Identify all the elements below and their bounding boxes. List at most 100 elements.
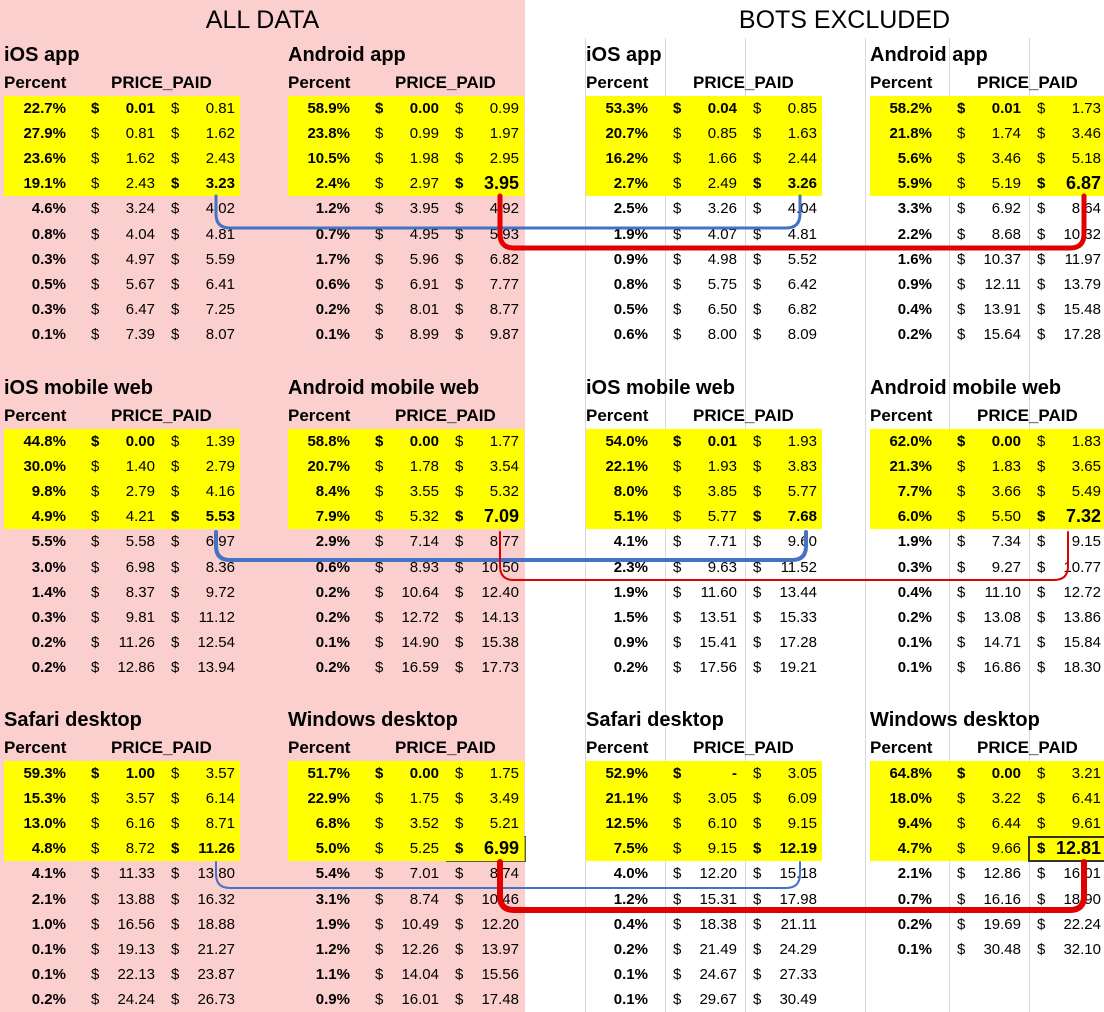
percent-cell[interactable]: 4.7% xyxy=(897,840,932,858)
percent-cell[interactable]: 1.2% xyxy=(315,940,350,958)
price-high-cell[interactable]: 3.57 xyxy=(205,765,235,782)
percent-cell[interactable]: 0.8% xyxy=(31,225,66,243)
price-low-cell[interactable]: 4.95 xyxy=(409,225,439,243)
price-low-cell[interactable]: 1.00 xyxy=(125,765,155,782)
percent-cell[interactable]: 1.1% xyxy=(315,965,350,983)
price-low-cell[interactable]: 9.27 xyxy=(991,558,1021,576)
percent-cell[interactable]: 64.8% xyxy=(889,765,932,782)
price-high-cell[interactable]: 6.82 xyxy=(489,250,519,268)
price-high-cell[interactable]: 26.73 xyxy=(197,990,235,1008)
percent-cell[interactable]: 4.1% xyxy=(613,533,648,551)
price-low-cell[interactable]: 5.25 xyxy=(409,840,439,858)
price-low-cell[interactable]: 0.99 xyxy=(409,125,439,143)
price-high-cell[interactable]: 8.77 xyxy=(489,533,519,551)
percent-cell[interactable]: 19.1% xyxy=(23,175,66,193)
price-high-cell[interactable]: 12.81 xyxy=(1055,838,1101,859)
price-high-cell[interactable]: 12.40 xyxy=(481,583,519,601)
price-low-cell[interactable]: 3.22 xyxy=(991,790,1021,808)
percent-cell[interactable]: 8.0% xyxy=(613,483,648,501)
percent-cell[interactable]: 5.4% xyxy=(315,865,350,883)
price-high-cell[interactable]: 3.95 xyxy=(483,173,519,194)
percent-cell[interactable]: 0.7% xyxy=(897,890,932,908)
percent-cell[interactable]: 0.5% xyxy=(31,275,66,293)
price-low-cell[interactable]: 5.32 xyxy=(409,508,439,526)
percent-cell[interactable]: 58.2% xyxy=(889,100,932,117)
price-low-cell[interactable]: 11.26 xyxy=(118,633,155,651)
price-low-cell[interactable]: 3.52 xyxy=(409,815,439,833)
price-low-cell[interactable]: 24.24 xyxy=(117,990,155,1008)
price-high-cell[interactable]: 30.49 xyxy=(779,990,817,1008)
percent-cell[interactable]: 52.9% xyxy=(605,765,648,782)
percent-cell[interactable]: 27.9% xyxy=(23,125,66,143)
price-low-cell[interactable]: 15.31 xyxy=(699,890,737,908)
percent-cell[interactable]: 16.2% xyxy=(605,150,648,168)
percent-cell[interactable]: 0.9% xyxy=(613,633,648,651)
price-high-cell[interactable]: 17.73 xyxy=(481,658,519,676)
price-low-cell[interactable]: 12.26 xyxy=(401,940,439,958)
percent-cell[interactable]: 21.3% xyxy=(889,458,932,476)
percent-cell[interactable]: 0.2% xyxy=(315,658,350,676)
price-high-cell[interactable]: 15.56 xyxy=(481,965,519,983)
price-high-cell[interactable]: 3.49 xyxy=(489,790,519,808)
percent-cell[interactable]: 1.9% xyxy=(613,583,648,601)
price-low-cell[interactable]: 0.00 xyxy=(125,433,155,450)
price-high-cell[interactable]: 6.97 xyxy=(205,533,235,551)
price-low-cell[interactable]: 7.71 xyxy=(707,533,737,551)
percent-cell[interactable]: 6.0% xyxy=(897,508,932,526)
price-high-cell[interactable]: 8.71 xyxy=(205,815,235,833)
price-low-cell[interactable]: 13.51 xyxy=(699,608,737,626)
price-low-cell[interactable]: 6.10 xyxy=(707,815,737,833)
percent-cell[interactable]: 0.1% xyxy=(315,633,350,651)
price-low-cell[interactable]: 13.88 xyxy=(117,890,155,908)
price-low-cell[interactable]: 8.00 xyxy=(707,325,737,343)
percent-cell[interactable]: 22.7% xyxy=(23,100,66,117)
price-low-cell[interactable]: 4.07 xyxy=(707,225,737,243)
percent-cell[interactable]: 0.2% xyxy=(315,300,350,318)
percent-cell[interactable]: 2.5% xyxy=(613,200,648,218)
percent-cell[interactable]: 1.0% xyxy=(31,915,66,933)
price-high-cell[interactable]: 6.82 xyxy=(787,300,817,318)
price-low-cell[interactable]: 0.00 xyxy=(409,100,439,117)
price-low-cell[interactable]: 8.37 xyxy=(125,583,155,601)
price-high-cell[interactable]: 15.38 xyxy=(481,633,519,651)
percent-cell[interactable]: 0.1% xyxy=(897,658,932,676)
price-low-cell[interactable]: 7.14 xyxy=(409,533,439,551)
percent-cell[interactable]: 0.5% xyxy=(613,300,648,318)
percent-cell[interactable]: 1.5% xyxy=(613,608,648,626)
percent-cell[interactable]: 3.0% xyxy=(31,558,66,576)
price-low-cell[interactable]: 0.00 xyxy=(991,433,1021,450)
price-low-cell[interactable]: 4.97 xyxy=(125,250,155,268)
price-low-cell[interactable]: 0.81 xyxy=(125,125,155,143)
price-low-cell[interactable]: 7.01 xyxy=(409,865,439,883)
price-low-cell[interactable]: 0.00 xyxy=(409,765,439,782)
price-high-cell[interactable]: 6.42 xyxy=(787,275,817,293)
price-high-cell[interactable]: 7.09 xyxy=(483,506,519,527)
price-low-cell[interactable]: 10.49 xyxy=(401,915,439,933)
price-high-cell[interactable]: 3.21 xyxy=(1071,765,1101,782)
percent-cell[interactable]: 1.9% xyxy=(315,915,350,933)
price-high-cell[interactable]: 6.99 xyxy=(483,838,519,859)
percent-cell[interactable]: 4.8% xyxy=(31,840,66,858)
price-high-cell[interactable]: 9.15 xyxy=(1071,533,1101,551)
price-low-cell[interactable]: 11.60 xyxy=(700,583,737,601)
percent-cell[interactable]: 62.0% xyxy=(889,433,932,450)
price-high-cell[interactable]: 11.97 xyxy=(1064,250,1101,268)
price-high-cell[interactable]: 16.32 xyxy=(197,890,235,908)
percent-cell[interactable]: 0.4% xyxy=(613,915,648,933)
percent-cell[interactable]: 0.6% xyxy=(315,275,350,293)
price-low-cell[interactable]: 8.93 xyxy=(409,558,439,576)
price-low-cell[interactable]: 3.55 xyxy=(409,483,439,501)
price-low-cell[interactable]: 6.16 xyxy=(125,815,155,833)
price-high-cell[interactable]: 1.39 xyxy=(205,433,235,450)
price-low-cell[interactable]: 0.01 xyxy=(707,433,737,450)
percent-cell[interactable]: 5.0% xyxy=(315,840,350,858)
percent-cell[interactable]: 53.3% xyxy=(605,100,648,117)
price-high-cell[interactable]: 13.44 xyxy=(779,583,817,601)
percent-cell[interactable]: 0.1% xyxy=(613,990,648,1008)
percent-cell[interactable]: 0.2% xyxy=(613,658,648,676)
price-high-cell[interactable]: 3.23 xyxy=(205,175,235,193)
percent-cell[interactable]: 0.4% xyxy=(897,583,932,601)
price-low-cell[interactable]: 13.08 xyxy=(983,608,1021,626)
price-high-cell[interactable]: 19.21 xyxy=(779,658,817,676)
price-low-cell[interactable]: 14.71 xyxy=(983,633,1021,651)
